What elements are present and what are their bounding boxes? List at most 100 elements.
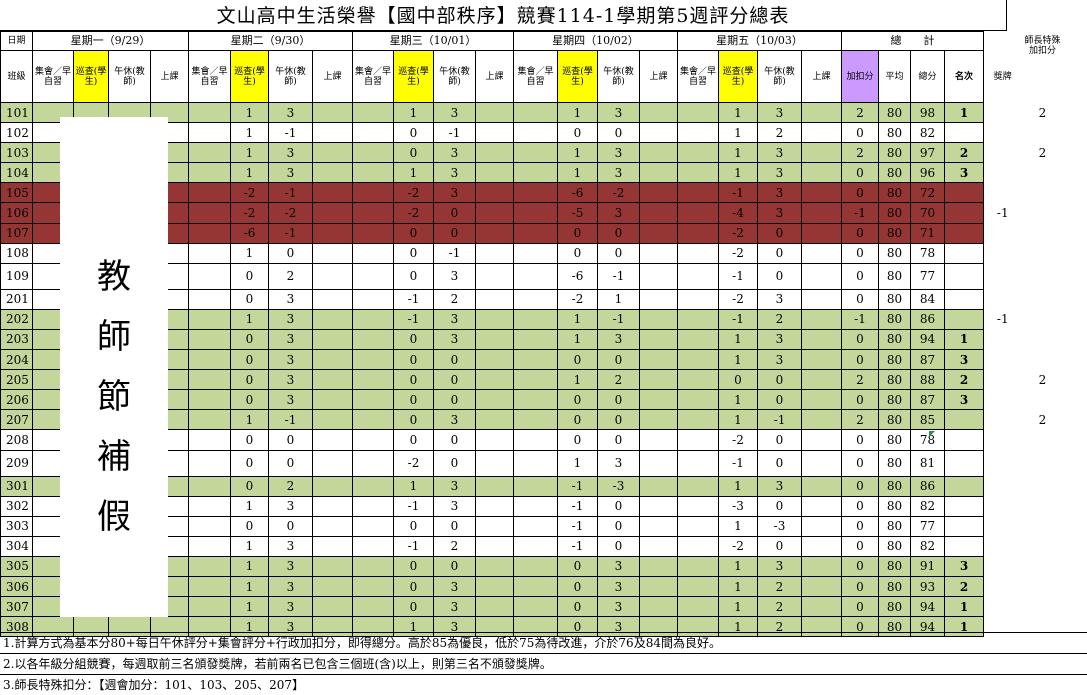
- class-number: 204: [0, 349, 33, 371]
- noon-cell: 0: [597, 535, 640, 557]
- assembly-cell: [188, 308, 231, 330]
- noon-cell: 3: [433, 475, 476, 497]
- noon-cell: 3: [433, 262, 476, 290]
- class-cell: [312, 449, 353, 477]
- award-cell: [984, 556, 1022, 576]
- assembly-cell: [352, 369, 394, 391]
- class-cell: [312, 222, 353, 244]
- noon-cell: 0: [433, 202, 476, 224]
- patrol-cell: 1: [718, 328, 758, 351]
- assembly-cell: [188, 202, 231, 224]
- assembly-cell: [188, 616, 231, 638]
- noon-cell: 3: [757, 555, 802, 577]
- assembly-cell: [677, 162, 719, 184]
- class-cell: [312, 328, 353, 351]
- special-cell: [1022, 536, 1064, 556]
- rank-cell: [944, 409, 984, 431]
- class-cell: [312, 162, 353, 184]
- total-cell: 86: [910, 475, 945, 497]
- class-cell: [639, 535, 678, 557]
- noon-cell: 1: [597, 288, 640, 310]
- class-cell: [639, 122, 678, 144]
- class-cell: [475, 495, 514, 517]
- class-cell: [639, 475, 678, 497]
- patrol-cell: -6: [557, 182, 598, 204]
- average-cell: 80: [878, 122, 911, 144]
- notes: 1.計算方式為基本分80+每日午休評分+集會評分+行政加扣分，即得總分。高於85…: [0, 632, 1087, 695]
- class-cell: [312, 349, 353, 371]
- assembly-cell: [513, 122, 558, 144]
- patrol-cell: -1: [718, 308, 758, 330]
- patrol-cell: -1: [718, 449, 758, 477]
- class-number: 304: [0, 535, 33, 557]
- patrol-cell: 0: [393, 555, 434, 577]
- assembly-cell: [188, 242, 231, 264]
- assembly-cell: [352, 242, 394, 264]
- bonus-cell: -1: [841, 308, 879, 330]
- noon-cell: 2: [433, 535, 476, 557]
- noon-cell: 2: [757, 616, 802, 638]
- rank-cell: 3: [944, 162, 984, 184]
- class-number: 109: [0, 262, 33, 290]
- patrol-cell: 1: [557, 449, 598, 477]
- noon-cell: 0: [597, 515, 640, 537]
- total-cell: 85: [910, 409, 945, 431]
- assembly-cell: [188, 449, 231, 477]
- total-score-header: 總分: [910, 50, 945, 103]
- assembly-cell: [677, 182, 719, 204]
- noon-cell: 3: [433, 308, 476, 330]
- average-cell: 80: [878, 596, 911, 618]
- patrol-cell: -2: [718, 242, 758, 264]
- average-cell: 80: [878, 222, 911, 244]
- assembly-cell: [513, 202, 558, 224]
- total-cell: 81: [910, 449, 945, 477]
- assembly-cell: [677, 122, 719, 144]
- noon-cell: 0: [597, 429, 640, 451]
- noon-cell: -2: [268, 202, 313, 224]
- noon-cell: 0: [757, 262, 802, 290]
- average-cell: 80: [878, 242, 911, 264]
- assembly-cell: [513, 162, 558, 184]
- rank-cell: [944, 288, 984, 310]
- patrol-cell: 0: [557, 122, 598, 144]
- average-cell: 80: [878, 162, 911, 184]
- day-header-mon: 星期一（9/29）: [32, 31, 189, 51]
- class-cell: [801, 409, 842, 431]
- rank-cell: 2: [944, 142, 984, 164]
- assembly-cell: [677, 575, 719, 598]
- subheader-class: 上課: [312, 50, 353, 103]
- patrol-cell: 1: [230, 495, 269, 517]
- class-cell: [801, 142, 842, 164]
- bonus-cell: 0: [841, 535, 879, 557]
- bonus-cell: 0: [841, 616, 879, 638]
- assembly-cell: [513, 222, 558, 244]
- patrol-cell: 1: [230, 409, 269, 431]
- average-cell: 80: [878, 409, 911, 431]
- bonus-cell: 2: [841, 369, 879, 391]
- rank-cell: [944, 495, 984, 517]
- patrol-cell: 1: [557, 308, 598, 330]
- bonus-cell: 2: [841, 142, 879, 164]
- average-cell: 80: [878, 475, 911, 497]
- assembly-cell: [513, 596, 558, 618]
- table-row: 209 0 0 -2 0 1 3 -1 0 0 80 81: [0, 449, 1064, 477]
- assembly-cell: [352, 101, 394, 124]
- class-cell: [639, 262, 678, 290]
- class-number: 209: [0, 449, 33, 477]
- noon-cell: -2: [597, 182, 640, 204]
- noon-cell: 3: [597, 142, 640, 164]
- total-cell: 82: [910, 495, 945, 517]
- noon-cell: 3: [433, 142, 476, 164]
- class-cell: [639, 162, 678, 184]
- special-cell: [1022, 556, 1064, 576]
- patrol-cell: 1: [230, 142, 269, 164]
- assembly-cell: [188, 349, 231, 371]
- assembly-cell: [188, 262, 231, 290]
- subheader-assembly: 集會／早自習: [188, 50, 231, 103]
- special-cell: [1022, 123, 1064, 143]
- bonus-cell: 2: [841, 409, 879, 431]
- rank-cell: 1: [944, 101, 984, 124]
- assembly-cell: [677, 262, 719, 290]
- award-cell: [984, 410, 1022, 430]
- class-cell: [312, 429, 353, 451]
